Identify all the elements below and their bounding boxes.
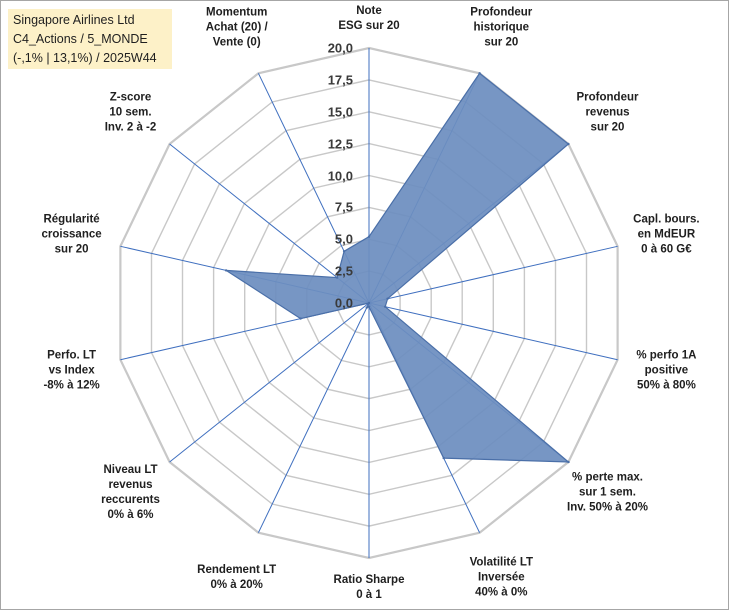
axis-spoke [368,302,618,361]
axis-label-line: Perfo. LT [47,349,97,362]
data-point [442,456,445,460]
axis-label: Volatilité LT Inversée 40% à 0% [470,555,533,600]
axis-label-line: % perte max. [572,471,643,484]
axis-label-line: Capl. bours. [633,213,700,226]
axis-label: Niveau LT revenus reccurents 0% à 6% [101,463,160,523]
axis-label-line: 0 à 60 G€ [641,243,692,256]
axis-label-line: Inversée [477,571,525,584]
data-point [384,305,387,308]
axis-label: Z-score 10 sem. Inv. 2 à -2 [105,90,157,135]
axis-label-line: Profondeur [470,6,533,19]
tick-label: 0,0 [334,295,353,311]
axis-label: Profondeur revenus sur 20 [577,90,639,135]
data-point [335,276,339,279]
axis-spoke [169,302,370,463]
axis-spoke [368,245,618,304]
axis-label-line: 0 à 1 [356,589,382,601]
axis-label-line: Rendement LT [197,563,277,576]
axis-label-line: ESG sur 20 [338,20,400,32]
axis-label-line: revenus [108,479,153,492]
tick-label: 2,5 [334,263,353,279]
chart-title: Singapore Airlines Ltd C4_Actions / 5_MO… [8,9,172,69]
axis-label-line: positive [644,364,689,377]
data-point [478,72,481,75]
axis-label: Momentum Achat (20) / Vente (0) [206,6,268,51]
axis-label-line: Achat (20) / [205,21,268,34]
title-line-3: (-,1% | 13,1%) / 2025W44 [13,51,157,65]
axis-label-line: % perfo 1A [636,349,697,362]
axis-label-line: -8% à 12% [43,379,100,392]
axis-label-line: historique [473,21,530,34]
tick-label: 5,0 [334,231,353,247]
tick-label: 7,5 [334,199,353,215]
axis-label-line: 40% à 0% [475,586,528,599]
axis-label: % perfo 1A positive 50% à 80% [636,348,696,393]
axis-label-line: sur 20 [590,121,625,134]
tick-label: 12,5 [327,136,353,152]
tick-label: 17,5 [327,72,353,88]
axis-label: Ratio Sharpe 0 à 1 [334,573,405,603]
series-area [223,72,571,463]
data-point [224,269,228,272]
axis-label: Perfo. LT vs Index -8% à 12% [43,348,99,393]
tick-label: 15,0 [327,104,353,120]
axis-label-line: Inv. 2 à -2 [104,121,157,134]
axis-spoke [257,302,370,533]
title-line-2: C4_Actions / 5_MONDE [13,32,148,46]
axis-label-line: Niveau LT [103,464,158,477]
axis-label: Note ESG sur 20 [338,4,399,34]
axis-label-line: Momentum [206,6,268,19]
axis-label-line: croissance [41,228,102,241]
axis-label-line: en MdEUR [637,228,696,241]
data-point [367,301,371,305]
axis-label-line: Volatilité LT [469,556,534,569]
data-point [342,250,346,253]
tick-label: 10,0 [327,168,353,183]
axis-label-line: Z-score [109,91,152,104]
axis-label: Régularité croissance sur 20 [42,213,102,258]
axis-label-line: revenus [585,106,630,119]
data-point [299,317,302,320]
axis-label-line: 0% à 20% [210,578,263,591]
axis-label-line: sur 1 sem. [579,486,636,499]
data-point [386,297,389,300]
axis-label-line: Inv. 50% à 20% [567,501,648,514]
axis-label-line: 10 sem. [109,106,152,119]
data-point [367,235,371,238]
axis-label-line: Note [356,5,382,17]
data-point [567,142,570,146]
tick-label: 20,0 [327,40,353,56]
title-line-1: Singapore Airlines Ltd [13,13,135,27]
axis-spoke [169,143,370,304]
data-point [567,460,570,464]
data-point [365,306,368,309]
axis-label: % perte max. sur 1 sem. Inv. 50% à 20% [567,471,648,516]
axis-label-line: Vente (0) [212,36,261,49]
axis-label-line: Régularité [43,213,100,226]
axis-label: Capl. bours. en MdEUR 0 à 60 G€ [633,213,699,258]
axis-label-line: 50% à 80% [636,379,696,392]
axis-label-line: reccurents [101,494,160,507]
data-point [367,305,371,308]
axis-label-line: sur 20 [484,36,519,49]
axis-label: Rendement LT 0% à 20% [197,563,276,593]
axis-label-line: Profondeur [576,91,639,104]
axis-label-line: Ratio Sharpe [333,574,405,586]
axis-label-line: 0% à 6% [107,509,154,522]
axis-label-line: sur 20 [54,243,89,256]
axis-label: Profondeur historique sur 20 [470,6,532,51]
axis-label-line: vs Index [48,364,95,377]
